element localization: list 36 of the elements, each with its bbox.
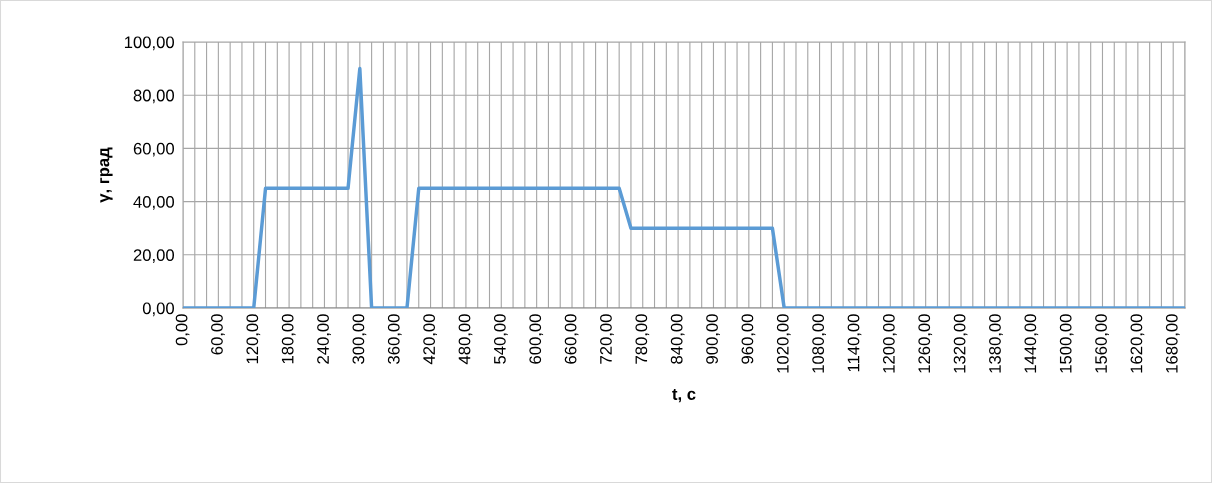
x-tick-label: 780,00 (635, 314, 650, 364)
x-tick-label: 480,00 (458, 314, 473, 365)
x-tick-label: 360,00 (387, 314, 402, 364)
y-tick-label: 80,00 (133, 89, 175, 104)
x-tick-label: 1440,00 (1024, 314, 1039, 373)
x-tick-label: 600,00 (529, 314, 544, 364)
x-tick-label: 1140,00 (847, 314, 862, 372)
y-tick-label: 20,00 (133, 249, 175, 263)
x-tick-label: 1380,00 (989, 314, 1003, 373)
y-axis-title: γ, град (100, 147, 113, 203)
x-tick-label: 120,00 (246, 314, 261, 364)
x-tick-label: 540,00 (493, 314, 508, 364)
x-tick-label: 660,00 (564, 314, 579, 364)
x-tick-label: 960,00 (741, 314, 756, 364)
x-tick-label: 1200,00 (882, 314, 897, 373)
y-tick-label: 40,00 (133, 196, 175, 210)
y-tick-label: 60,00 (133, 142, 175, 157)
y-tick-label: 0,00 (142, 302, 175, 317)
x-tick-label: 300,00 (352, 314, 367, 364)
x-axis-title: t, с (672, 388, 696, 403)
x-tick-label: 1320,00 (953, 314, 968, 373)
x-tick-label: 420,00 (423, 314, 437, 365)
x-tick-label: 1680,00 (1165, 314, 1180, 373)
x-tick-label: 900,00 (706, 314, 720, 364)
x-tick-label: 1020,00 (776, 314, 791, 373)
y-tick-label: 100,00 (124, 36, 175, 51)
x-tick-label: 720,00 (600, 314, 614, 364)
x-tick-label: 1260,00 (918, 314, 933, 373)
x-tick-label: 1500,00 (1059, 314, 1074, 373)
x-tick-label: 180,00 (281, 314, 296, 364)
x-tick-label: 240,00 (317, 314, 331, 364)
x-tick-label: 1080,00 (812, 314, 827, 373)
x-tick-label: 1560,00 (1095, 314, 1109, 373)
x-tick-label: 840,00 (670, 314, 685, 364)
x-tick-label: 1620,00 (1130, 314, 1145, 373)
x-tick-label: 60,00 (211, 314, 225, 355)
